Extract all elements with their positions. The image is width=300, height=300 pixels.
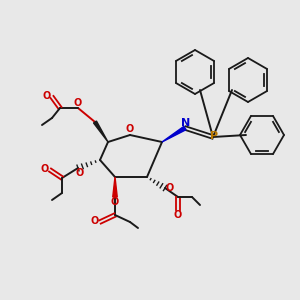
Text: O: O	[43, 91, 51, 101]
Text: O: O	[174, 210, 182, 220]
Polygon shape	[113, 177, 117, 197]
Text: O: O	[74, 98, 82, 108]
Text: O: O	[111, 197, 119, 207]
Text: O: O	[91, 216, 99, 226]
Text: O: O	[41, 164, 49, 174]
Text: O: O	[76, 168, 84, 178]
Text: O: O	[166, 183, 174, 193]
Text: P: P	[210, 131, 218, 141]
Text: N: N	[182, 118, 190, 128]
Polygon shape	[162, 126, 186, 142]
Polygon shape	[94, 121, 108, 142]
Text: O: O	[126, 124, 134, 134]
